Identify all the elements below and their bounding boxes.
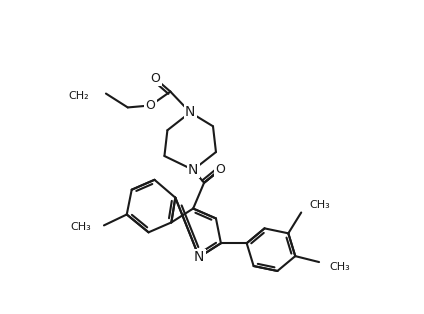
Text: CH₃: CH₃ (329, 262, 350, 272)
Text: CH₃: CH₃ (309, 200, 330, 209)
Text: O: O (151, 72, 160, 85)
Text: O: O (145, 99, 156, 112)
Text: N: N (185, 106, 195, 119)
Text: N: N (188, 163, 198, 177)
Text: CH₃: CH₃ (70, 222, 91, 232)
Text: CH₂: CH₂ (68, 90, 89, 100)
Text: O: O (215, 163, 225, 176)
Text: N: N (194, 250, 204, 264)
